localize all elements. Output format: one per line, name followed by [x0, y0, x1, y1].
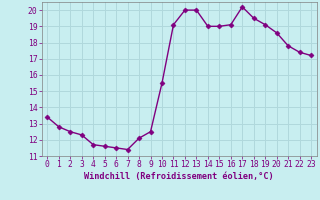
X-axis label: Windchill (Refroidissement éolien,°C): Windchill (Refroidissement éolien,°C): [84, 172, 274, 181]
